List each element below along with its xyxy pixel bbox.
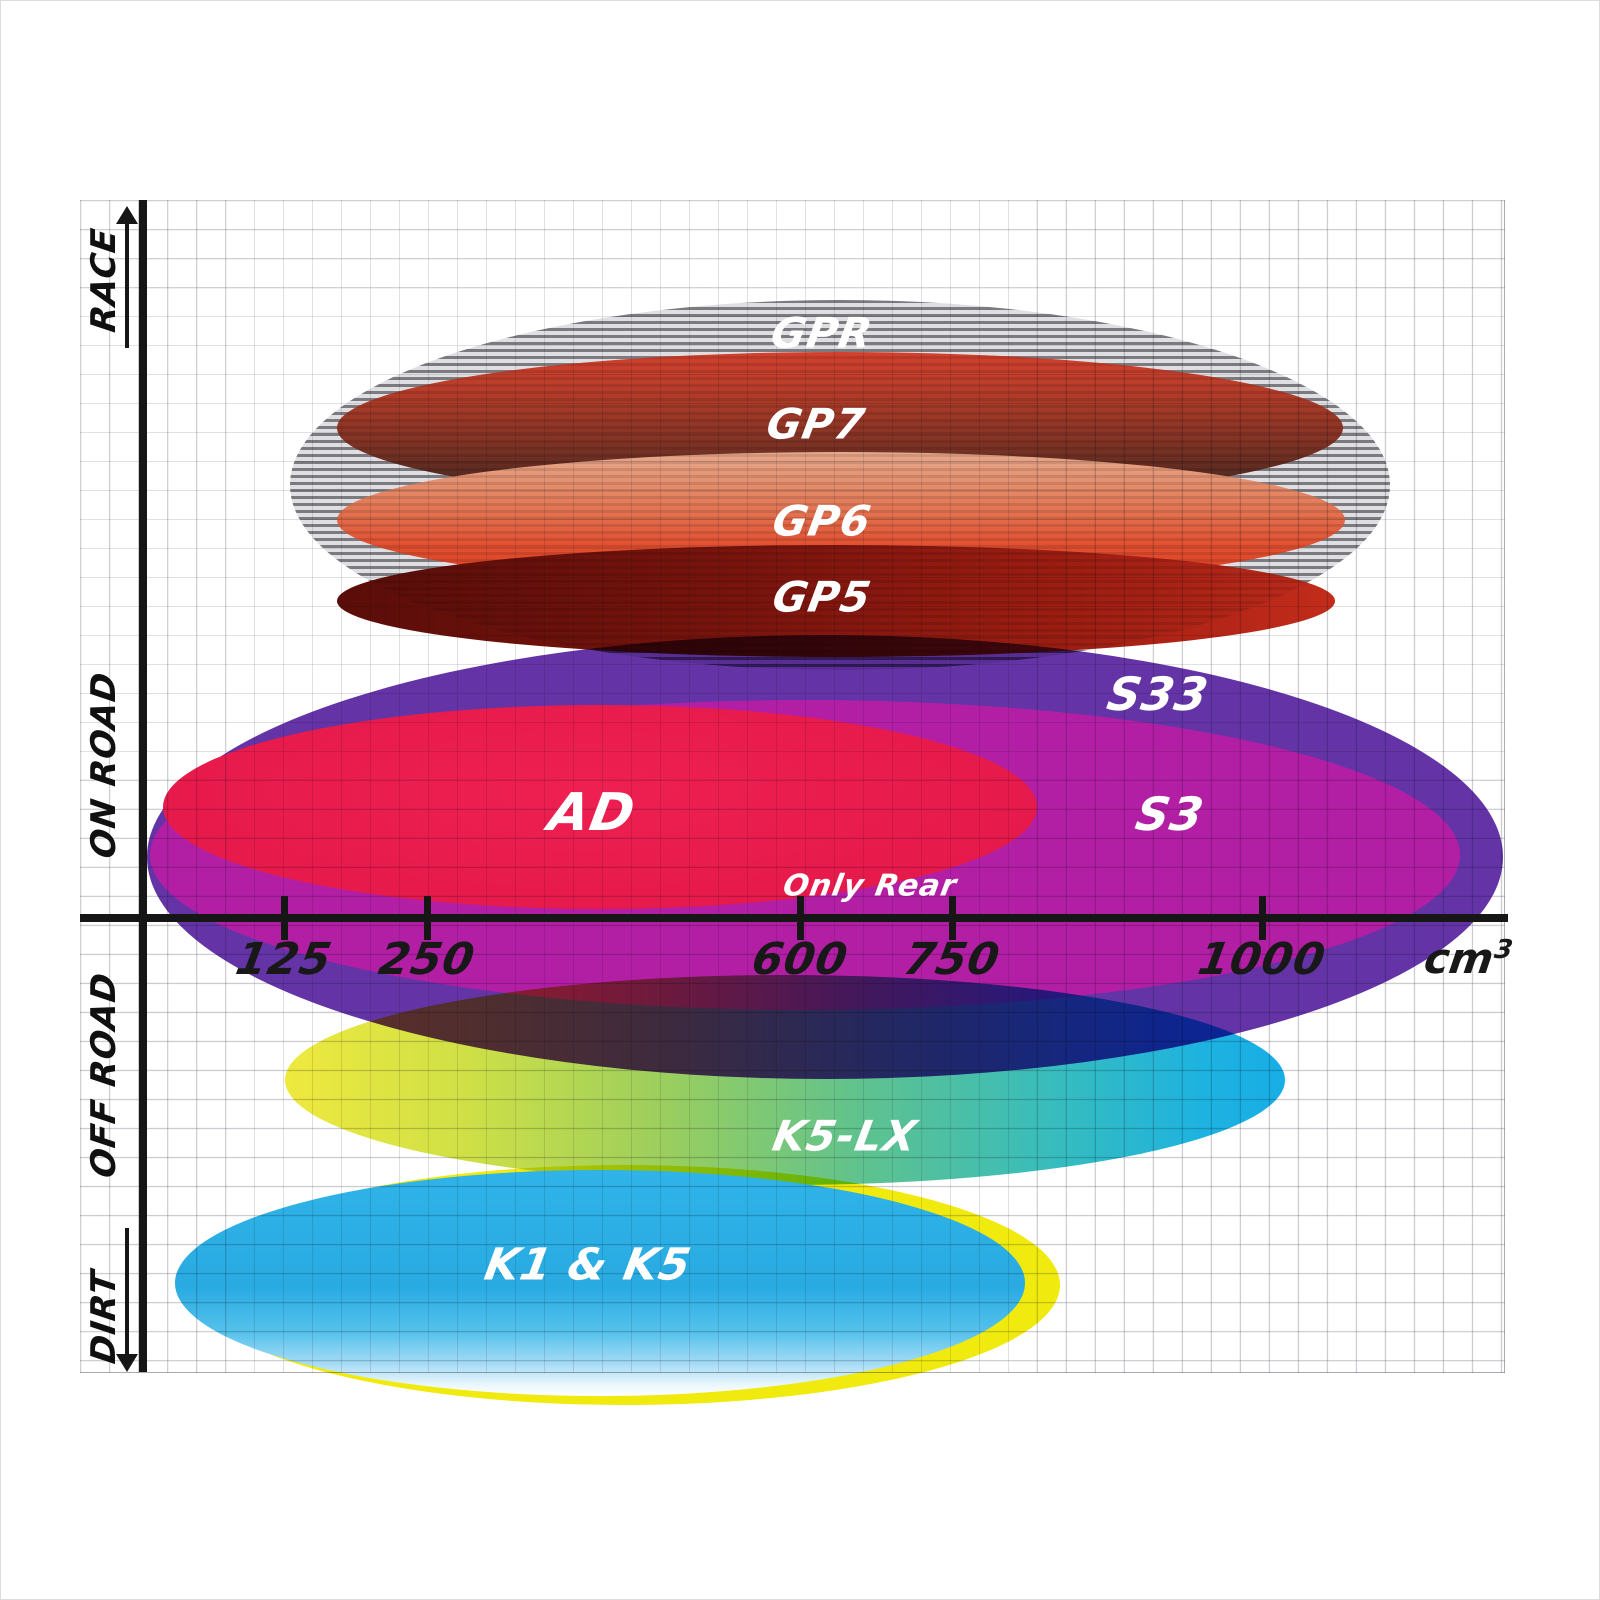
x-tick-600 [797, 896, 804, 940]
label-gp5: GP5 [768, 572, 876, 622]
x-axis-line [80, 914, 1508, 922]
label-s33: S33 [1103, 667, 1213, 721]
region-k5lx-ellipse [285, 975, 1285, 1185]
region-gpr-hatch-overlay [290, 300, 1390, 670]
region-ad-ellipse [163, 705, 1037, 909]
label-k5lx: K5-LX [769, 1111, 921, 1161]
x-axis-unit: cm3 [1421, 934, 1515, 983]
zone-label-on-road: ON ROAD [84, 669, 124, 861]
label-only-rear: Only Rear [780, 868, 960, 904]
label-gpr: GPR [767, 308, 877, 358]
y-axis-line [139, 200, 147, 1372]
x-tick-label-250: 250 [375, 934, 479, 985]
zone-label-off-road: OFF ROAD [84, 969, 124, 1181]
x-tick-1000 [1259, 896, 1266, 940]
label-s3: S3 [1131, 787, 1209, 841]
x-tick-label-1000: 1000 [1194, 934, 1330, 985]
region-k1k5-ellipse [175, 1170, 1025, 1396]
label-gp6: GP6 [768, 496, 876, 546]
x-tick-label-125: 125 [232, 934, 336, 985]
x-tick-125 [281, 896, 288, 940]
label-k1k5: K1 & K5 [480, 1239, 696, 1291]
label-ad: AD [543, 783, 641, 843]
race-up-arrow-icon [116, 206, 138, 348]
x-tick-label-750: 750 [900, 934, 1004, 985]
label-gp7: GP7 [762, 399, 870, 449]
x-tick-250 [424, 896, 431, 940]
x-tick-750 [949, 896, 956, 940]
x-tick-label-600: 600 [748, 934, 852, 985]
dirt-down-arrow-icon [116, 1228, 138, 1372]
